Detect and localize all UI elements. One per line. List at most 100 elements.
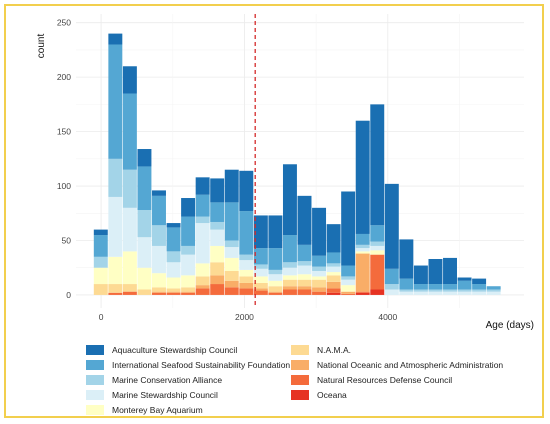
bar-segment bbox=[282, 275, 297, 280]
bar-segment bbox=[341, 265, 356, 277]
bar-segment bbox=[253, 248, 268, 265]
bar-segment bbox=[413, 291, 428, 295]
bar-segment bbox=[443, 284, 457, 290]
bar-segment bbox=[399, 289, 414, 292]
y-tick-label: 250 bbox=[57, 18, 71, 28]
bar-segment bbox=[355, 120, 370, 234]
bar-segment bbox=[152, 287, 166, 292]
bar-segment bbox=[268, 248, 283, 270]
bar-segment bbox=[486, 291, 501, 295]
bar-segment bbox=[210, 245, 225, 263]
bar-segment bbox=[239, 288, 254, 295]
bar-segment bbox=[312, 266, 327, 271]
bar-segment bbox=[253, 282, 268, 289]
bar-segment bbox=[326, 263, 341, 267]
y-tick-label: 100 bbox=[57, 181, 71, 191]
bar-segment bbox=[297, 244, 312, 262]
bar-segment bbox=[137, 149, 152, 167]
bar-segment bbox=[443, 289, 457, 292]
bar-segment bbox=[239, 269, 254, 277]
legend-item: Marine Stewardship Council bbox=[86, 389, 218, 401]
bar-segment bbox=[326, 224, 341, 253]
bar-segment bbox=[282, 235, 297, 263]
bar-segment bbox=[297, 286, 312, 290]
legend-label: N.A.M.A. bbox=[317, 345, 352, 355]
legend-label: Marine Conservation Alliance bbox=[112, 375, 223, 385]
bar-segment bbox=[195, 216, 210, 224]
bar-segment bbox=[370, 225, 385, 242]
bar-segment bbox=[341, 285, 356, 292]
bar-segment bbox=[224, 257, 239, 271]
bar-segment bbox=[152, 273, 166, 288]
bar-segment bbox=[297, 289, 312, 295]
legend-swatch bbox=[86, 405, 104, 415]
bar-segment bbox=[93, 284, 108, 295]
legend-swatch bbox=[291, 390, 309, 400]
bar-segment bbox=[210, 202, 225, 222]
bar-segment bbox=[152, 291, 166, 293]
bar-segment bbox=[268, 274, 283, 281]
x-axis-title: Age (days) bbox=[486, 320, 534, 331]
bar-segment bbox=[268, 286, 283, 292]
bar-segment bbox=[355, 253, 370, 292]
bar-segment bbox=[268, 215, 283, 249]
legend-label: Oceana bbox=[317, 390, 347, 400]
bar-segment bbox=[253, 268, 268, 277]
bar-segment bbox=[166, 223, 181, 228]
bar-segment bbox=[370, 250, 385, 255]
bar-segment bbox=[166, 291, 181, 293]
legend-item: National Oceanic and Atmospheric Adminis… bbox=[291, 359, 503, 371]
bar-segment bbox=[122, 169, 137, 208]
bar-segment bbox=[457, 289, 472, 292]
bar-segment bbox=[312, 291, 327, 295]
bar-segment bbox=[326, 292, 341, 295]
bar-segment bbox=[370, 245, 385, 251]
bar-segment bbox=[108, 292, 123, 295]
bar-segment bbox=[137, 267, 152, 290]
legend-item: International Seafood Sustainability Fou… bbox=[86, 359, 290, 371]
bar-segment bbox=[341, 276, 356, 280]
bar-segment bbox=[166, 288, 181, 292]
legend: Aquaculture Stewardship Council Internati… bbox=[86, 344, 546, 424]
legend-swatch bbox=[86, 390, 104, 400]
bar-segment bbox=[370, 241, 385, 246]
bar-segment bbox=[152, 195, 166, 226]
bar-segment bbox=[472, 289, 487, 292]
bar-segment bbox=[137, 210, 152, 238]
bar-segment bbox=[355, 248, 370, 252]
bar-segment bbox=[282, 279, 297, 287]
bar-segment bbox=[108, 44, 123, 159]
legend-item: Natural Resources Defense Council bbox=[291, 374, 452, 386]
bar-segment bbox=[413, 265, 428, 285]
bars bbox=[93, 33, 501, 295]
bar-segment bbox=[181, 287, 196, 292]
bar-segment bbox=[312, 287, 327, 292]
bar-segment bbox=[122, 66, 137, 94]
bar-segment bbox=[195, 223, 210, 264]
bar-segment bbox=[443, 257, 457, 285]
y-tick-label: 150 bbox=[57, 127, 71, 137]
bar-segment bbox=[181, 198, 196, 217]
bar-segment bbox=[253, 215, 268, 249]
bar-segment bbox=[326, 281, 341, 289]
bar-segment bbox=[195, 285, 210, 289]
bar-segment bbox=[137, 237, 152, 268]
bar-segment bbox=[93, 229, 108, 236]
bar-segment bbox=[312, 276, 327, 280]
bar-segment bbox=[268, 292, 283, 295]
legend-label: International Seafood Sustainability Fou… bbox=[112, 360, 291, 370]
bar-segment bbox=[122, 251, 137, 285]
bar-segment bbox=[399, 291, 414, 295]
bar-segment bbox=[428, 284, 443, 290]
bar-segment bbox=[384, 284, 399, 290]
bar-segment bbox=[443, 291, 457, 295]
bar-segment bbox=[210, 262, 225, 276]
bar-segment bbox=[282, 286, 297, 290]
bar-segment bbox=[472, 278, 487, 285]
bar-segment bbox=[355, 233, 370, 245]
bar-segment bbox=[210, 221, 225, 230]
bar-segment bbox=[326, 266, 341, 273]
bar-segment bbox=[152, 245, 166, 274]
legend-swatch bbox=[291, 375, 309, 385]
bar-segment bbox=[399, 278, 414, 290]
